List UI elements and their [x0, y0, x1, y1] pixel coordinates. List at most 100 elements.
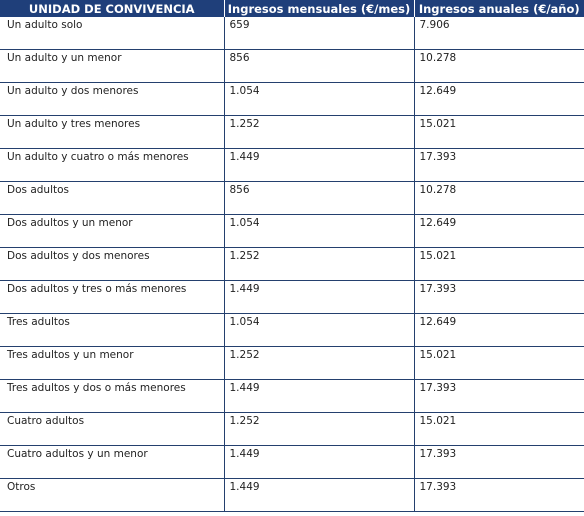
unidad-cell-text: Otros — [7, 481, 36, 493]
anual-cell-text: 17.393 — [419, 448, 457, 460]
table-row: Tres adultos 1.054 12.649 — [0, 313, 584, 347]
anual-cell-text: 17.393 — [419, 151, 457, 163]
table-row: Dos adultos y tres o más menores 1.449 17.… — [0, 280, 584, 314]
header-ingresos-mensuales: Ingresos mensuales (€/mes) — [224, 0, 415, 17]
table-row: Un adulto y un menor 856 10.278 — [0, 49, 584, 83]
anual-cell-text: 15.021 — [419, 118, 457, 130]
table-row: Dos adultos 856 10.278 — [0, 181, 584, 215]
header-unidad-convivencia: UNIDAD DE CONVIVENCIA — [0, 0, 225, 17]
table-row: Un adulto y cuatro o más menores 1.449 17.… — [0, 148, 584, 182]
mensual-cell: 1.449 — [223, 280, 414, 314]
mensual-cell-text: 1.449 — [229, 481, 260, 493]
table-row: Un adulto y dos menores 1.054 12.649 — [0, 82, 584, 116]
unidad-cell-text: Cuatro adultos y un menor — [7, 448, 148, 460]
anual-cell-text: 12.649 — [419, 85, 457, 97]
mensual-cell: 1.252 — [223, 115, 414, 149]
mensual-cell-text: 1.252 — [229, 118, 260, 130]
mensual-cell-text: 856 — [229, 52, 250, 64]
anual-cell: 17.393 — [413, 478, 584, 512]
unidad-cell-text: Tres adultos y dos o más menores — [7, 382, 186, 394]
unidad-cell: Tres adultos y dos o más menores — [0, 379, 224, 413]
mensual-cell-text: 659 — [229, 19, 250, 31]
anual-cell-text: 17.393 — [419, 283, 457, 295]
mensual-cell-text: 1.252 — [229, 415, 260, 427]
table-row: Cuatro adultos y un menor 1.449 17.393 — [0, 445, 584, 479]
mensual-cell-text: 1.252 — [229, 250, 260, 262]
unidad-cell: Dos adultos y un menor — [0, 214, 224, 248]
unidad-cell: Cuatro adultos — [0, 412, 224, 446]
table-row: Cuatro adultos 1.252 15.021 — [0, 412, 584, 446]
unidad-cell-text: Tres adultos — [7, 316, 70, 328]
anual-cell-text: 15.021 — [419, 349, 457, 361]
unidad-cell: Tres adultos y un menor — [0, 346, 224, 380]
unidad-cell: Dos adultos y tres o más menores — [0, 280, 224, 314]
anual-cell: 17.393 — [413, 445, 584, 479]
anual-cell-text: 12.649 — [419, 316, 457, 328]
table-row: Tres adultos y dos o más menores 1.449 17.… — [0, 379, 584, 413]
unidad-cell: Tres adultos — [0, 313, 224, 347]
anual-cell: 12.649 — [413, 214, 584, 248]
anual-cell: 15.021 — [413, 412, 584, 446]
header-ingresos-anuales: Ingresos anuales (€/año) — [414, 0, 584, 17]
mensual-cell: 1.252 — [223, 346, 414, 380]
anual-cell-text: 17.393 — [419, 382, 457, 394]
table-row: Otros 1.449 17.393 — [0, 478, 584, 512]
anual-cell-text: 17.393 — [419, 481, 457, 493]
anual-cell-text: 7.906 — [419, 19, 450, 31]
unidad-cell: Un adulto solo — [0, 17, 224, 50]
unidad-cell: Un adulto y un menor — [0, 49, 224, 83]
unidad-cell-text: Cuatro adultos — [7, 415, 85, 427]
table-row: Dos adultos y un menor 1.054 12.649 — [0, 214, 584, 248]
mensual-cell-text: 1.449 — [229, 448, 260, 460]
unidad-cell: Otros — [0, 478, 224, 512]
unidad-cell: Dos adultos — [0, 181, 224, 215]
mensual-cell-text: 1.449 — [229, 151, 260, 163]
unidad-cell: Dos adultos y dos menores — [0, 247, 224, 281]
anual-cell: 17.393 — [413, 280, 584, 314]
anual-cell-text: 10.278 — [419, 184, 457, 196]
table-row: Dos adultos y dos menores 1.252 15.021 — [0, 247, 584, 281]
unidad-cell-text: Tres adultos y un menor — [7, 349, 134, 361]
anual-cell: 10.278 — [413, 49, 584, 83]
anual-cell-text: 15.021 — [419, 250, 457, 262]
unidad-cell-text: Dos adultos y tres o más menores — [7, 283, 187, 295]
unidad-cell-text: Dos adultos y dos menores — [7, 250, 150, 262]
mensual-cell-text: 1.449 — [229, 283, 260, 295]
unidad-cell: Un adulto y dos menores — [0, 82, 224, 116]
mensual-cell-text: 1.252 — [229, 349, 260, 361]
anual-cell: 15.021 — [413, 247, 584, 281]
mensual-cell: 1.054 — [223, 82, 414, 116]
unidad-cell: Un adulto y cuatro o más menores — [0, 148, 224, 182]
mensual-cell: 1.449 — [223, 148, 414, 182]
table-header-row: UNIDAD DE CONVIVENCIA Ingresos mensuales… — [0, 0, 584, 17]
mensual-cell: 856 — [223, 181, 414, 215]
mensual-cell: 1.252 — [223, 412, 414, 446]
mensual-cell-text: 1.449 — [229, 382, 260, 394]
anual-cell: 17.393 — [413, 379, 584, 413]
anual-cell: 12.649 — [413, 313, 584, 347]
mensual-cell-text: 856 — [229, 184, 250, 196]
table-row: Un adulto y tres menores 1.252 15.021 — [0, 115, 584, 149]
mensual-cell: 1.449 — [223, 379, 414, 413]
mensual-cell: 1.252 — [223, 247, 414, 281]
anual-cell-text: 15.021 — [419, 415, 457, 427]
unidad-cell-text: Dos adultos — [7, 184, 70, 196]
anual-cell-text: 10.278 — [419, 52, 457, 64]
unidad-cell-text: Un adulto solo — [7, 19, 83, 31]
mensual-cell-text: 1.054 — [229, 316, 260, 328]
anual-cell: 15.021 — [413, 115, 584, 149]
mensual-cell: 1.449 — [223, 478, 414, 512]
unidad-cell-text: Un adulto y cuatro o más menores — [7, 151, 189, 163]
table-row: Tres adultos y un menor 1.252 15.021 — [0, 346, 584, 380]
mensual-cell-text: 1.054 — [229, 85, 260, 97]
mensual-cell-text: 1.054 — [229, 217, 260, 229]
anual-cell: 12.649 — [413, 82, 584, 116]
anual-cell: 10.278 — [413, 181, 584, 215]
unidad-cell-text: Un adulto y dos menores — [7, 85, 139, 97]
mensual-cell: 1.449 — [223, 445, 414, 479]
mensual-cell: 659 — [223, 17, 414, 50]
anual-cell: 7.906 — [413, 17, 584, 50]
unidad-cell-text: Un adulto y un menor — [7, 52, 122, 64]
table-row: Un adulto solo 659 7.906 — [0, 17, 584, 50]
